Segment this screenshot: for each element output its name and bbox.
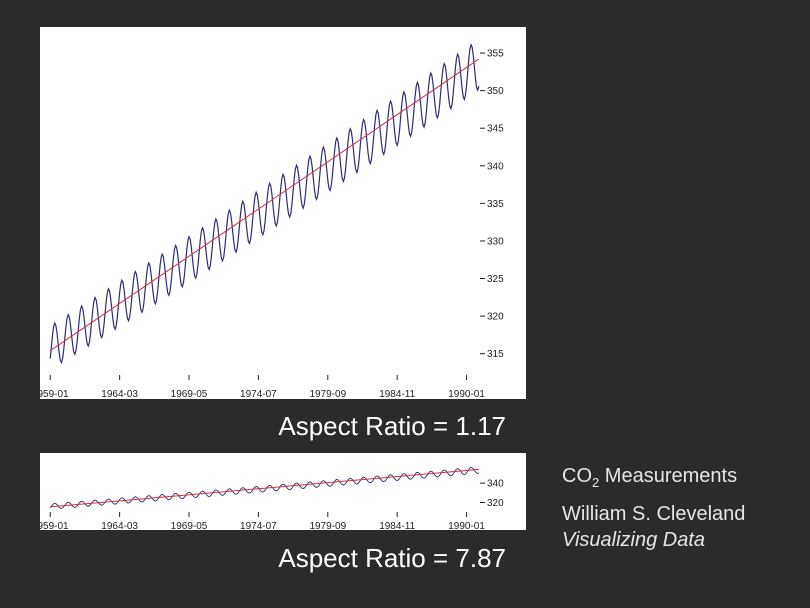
side-author: William S. Cleveland	[562, 503, 746, 525]
caption-aspect-7-87: Aspect Ratio = 7.87	[278, 543, 506, 573]
x-tick-label: 1959-01	[40, 521, 69, 530]
x-tick-label: 1990-01	[448, 521, 485, 530]
x-tick-label: 1964-03	[101, 521, 138, 530]
y-tick-label: 335	[487, 199, 504, 210]
x-tick-label: 1974-07	[240, 521, 277, 530]
y-tick-label: 355	[487, 49, 504, 60]
y-tick-label: 325	[487, 274, 504, 285]
series-linear-fit	[49, 58, 480, 352]
y-tick-label: 320	[487, 312, 504, 323]
x-tick-label: 1974-07	[240, 389, 277, 399]
chart-panel-aspect-7-87: 1959-01 1964-03 1969-05 1974-07 1979-09 1984-…	[40, 453, 526, 530]
side-title-subscript: 2	[592, 475, 600, 490]
side-book-title: Visualizing Data	[562, 529, 706, 551]
y-tick-label: 320	[487, 498, 504, 509]
y-tick-label: 340	[487, 479, 504, 490]
x-tick-label: 1984-11	[379, 389, 415, 399]
side-title: CO2 Measurements	[562, 463, 737, 489]
x-tick-label: 1979-09	[309, 389, 346, 399]
co2-chart-aspect-7-87: 1959-01 1964-03 1969-05 1974-07 1979-09 1984-…	[40, 467, 504, 530]
y-tick-label: 340	[487, 161, 504, 172]
series-linear-fit	[50, 468, 479, 508]
x-tick-label: 1990-01	[448, 389, 485, 399]
chart-panel-aspect-1-17: 1959-01 1964-03 1969-05 1974-07 1979-09 1984-…	[40, 27, 526, 399]
series-co2-monthly	[49, 42, 480, 365]
x-tick-label: 1959-01	[40, 389, 69, 399]
y-tick-label: 315	[487, 349, 504, 360]
side-title-prefix: CO	[562, 465, 592, 487]
x-tick-label: 1969-05	[171, 389, 208, 399]
x-tick-label: 1969-05	[171, 521, 208, 530]
co2-chart-aspect-1-17: 1959-01 1964-03 1969-05 1974-07 1979-09 1984-…	[40, 42, 504, 399]
y-tick-label: 330	[487, 236, 504, 247]
side-title-suffix: Measurements	[599, 465, 738, 487]
x-tick-label: 1984-11	[379, 521, 415, 530]
y-tick-label: 350	[487, 86, 504, 97]
series-co2-monthly	[49, 467, 480, 509]
x-tick-label: 1979-09	[309, 521, 346, 530]
y-tick-label: 345	[487, 124, 504, 135]
x-tick-label: 1964-03	[101, 389, 138, 399]
caption-aspect-1-17: Aspect Ratio = 1.17	[278, 411, 506, 441]
